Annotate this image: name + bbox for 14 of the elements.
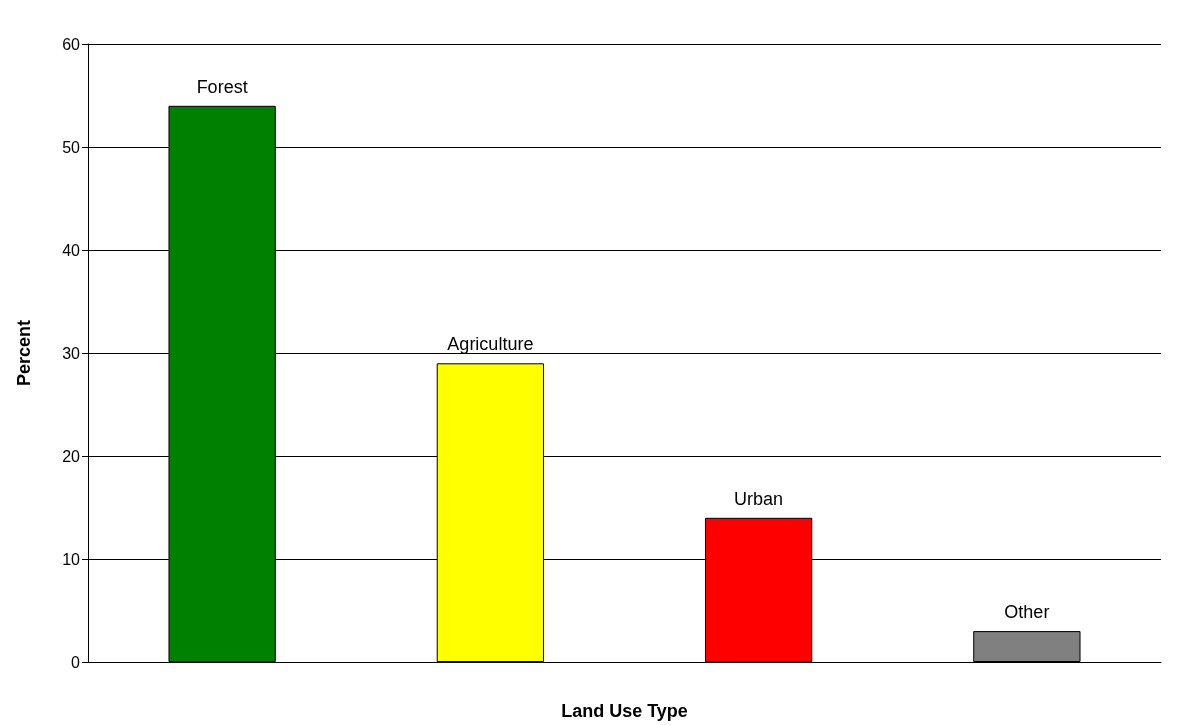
y-tick-label: 10 — [62, 550, 81, 568]
x-tick-label: Agriculture — [447, 334, 534, 355]
bar — [973, 631, 1081, 662]
y-tick-label: 60 — [62, 35, 81, 53]
y-tick-label: 30 — [62, 344, 81, 362]
x-tick-label: Other — [1004, 602, 1050, 623]
y-tick-label: 50 — [62, 138, 81, 156]
y-axis-title: Percent — [14, 319, 34, 387]
x-tick-label: Forest — [196, 76, 248, 97]
x-axis-title: Land Use Type — [561, 701, 688, 721]
y-tick-label: 0 — [71, 653, 81, 671]
x-tick-label: Urban — [734, 488, 784, 509]
y-tick-label: 20 — [62, 447, 81, 465]
y-tick-label: 40 — [62, 241, 81, 259]
